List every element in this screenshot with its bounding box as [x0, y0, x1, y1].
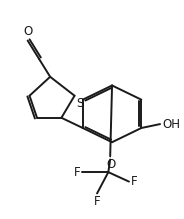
Text: S: S	[77, 97, 84, 110]
Text: F: F	[74, 166, 80, 179]
Text: OH: OH	[163, 118, 181, 131]
Text: F: F	[94, 195, 100, 208]
Text: O: O	[106, 158, 115, 171]
Text: F: F	[131, 175, 137, 188]
Text: O: O	[23, 25, 32, 39]
